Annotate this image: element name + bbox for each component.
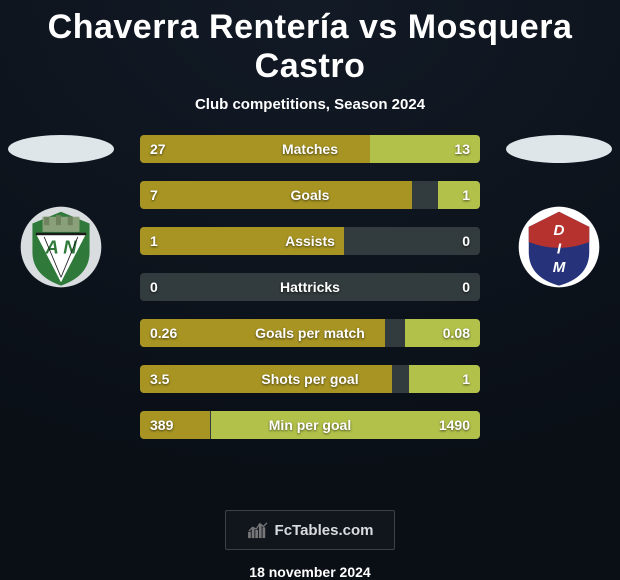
stat-label: Goals per match [140,319,480,347]
footer-brand-text: FcTables.com [275,522,374,539]
comparison-body: A N D I M 2713Matches71Goals10Assists00 [0,135,620,504]
team-right-ellipse [506,135,612,163]
team-right-crest-svg: D I M [517,205,601,289]
stat-row: 00Hattricks [140,273,480,301]
stat-row: 10Assists [140,227,480,255]
team-left-column: A N [6,135,116,293]
footer-brand: FcTables.com [225,510,395,550]
team-right-letter-m: M [553,259,566,276]
stat-label: Hattricks [140,273,480,301]
stat-row: 3891490Min per goal [140,411,480,439]
stat-row: 2713Matches [140,135,480,163]
fctables-icon [247,521,269,539]
team-left-crest: A N [15,201,107,293]
subtitle: Club competitions, Season 2024 [195,96,425,113]
team-right-column: D I M [504,135,614,293]
stat-row: 71Goals [140,181,480,209]
stat-label: Matches [140,135,480,163]
team-right-crest: D I M [513,201,605,293]
stat-label: Goals [140,181,480,209]
stat-label: Min per goal [140,411,480,439]
comparison-card: Chaverra Rentería vs Mosquera Castro Clu… [0,0,620,580]
team-left-ellipse [8,135,114,163]
stat-row: 0.260.08Goals per match [140,319,480,347]
team-right-letter-d: D [554,222,565,239]
stat-row: 3.51Shots per goal [140,365,480,393]
team-left-crest-svg: A N [19,205,103,289]
page-title: Chaverra Rentería vs Mosquera Castro [0,8,620,86]
date-text: 18 november 2024 [249,564,370,580]
stat-label: Assists [140,227,480,255]
team-left-code-text: A N [44,237,77,258]
stat-bars: 2713Matches 71Goals 10Assists 00Hattricks 0.… [140,135,480,439]
stat-label: Shots per goal [140,365,480,393]
